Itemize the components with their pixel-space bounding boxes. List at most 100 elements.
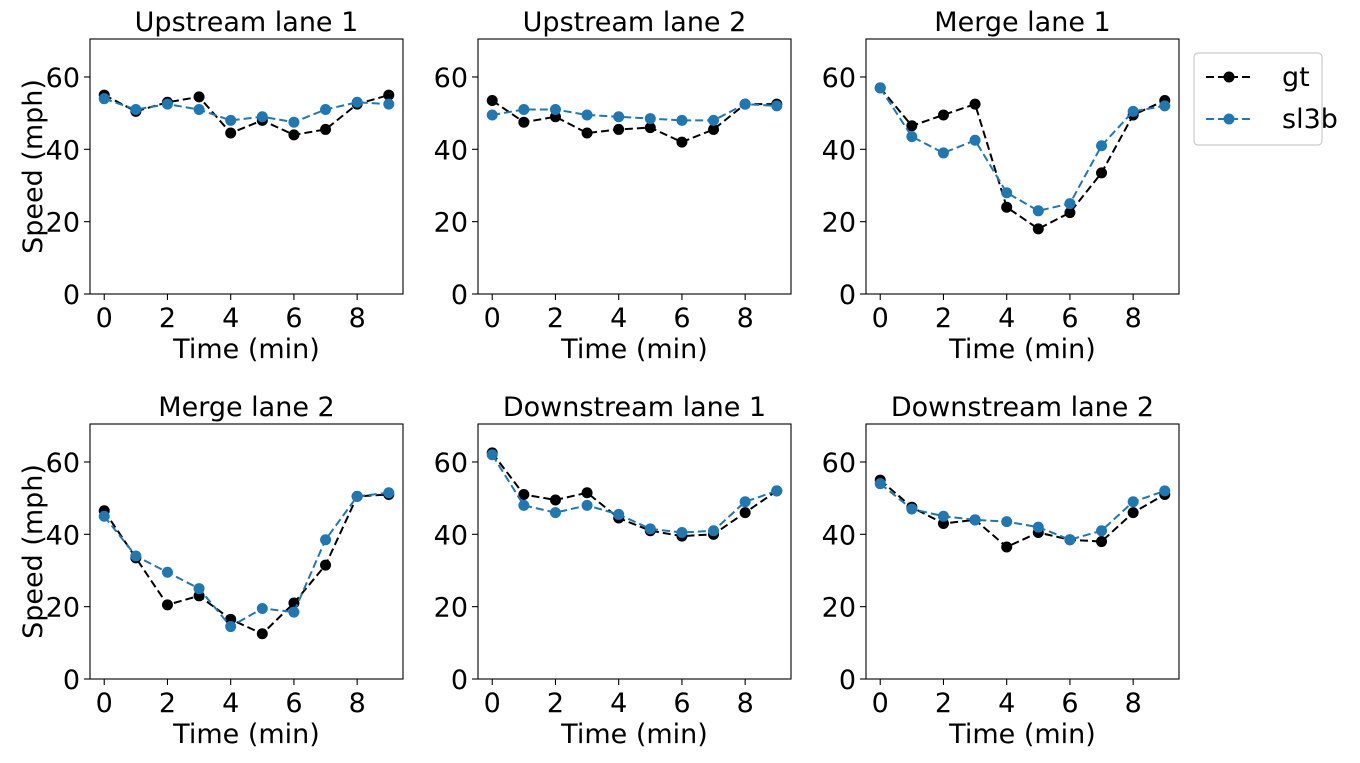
panel-downstream-lane-2-series-sl3b-line — [879, 482, 1166, 541]
panel-merge-lane-1-ytick-label-20: 20 — [822, 208, 856, 239]
panel-upstream-lane-1-ytick-label-60: 60 — [46, 63, 80, 94]
panel-merge-lane-1-series-gt-point-7 — [1096, 167, 1108, 179]
panel-merge-lane-1-series-gt-line — [879, 87, 1166, 231]
legend: gt sl3b — [1193, 52, 1338, 146]
panel-downstream-lane-1-series-sl3b-point-8 — [739, 496, 751, 508]
panel-merge-lane-2-series-sl3b-point-4 — [225, 621, 237, 633]
panel-upstream-lane-1-axes-frame — [89, 38, 404, 295]
legend-sl3b-label: sl3b — [1282, 104, 1338, 135]
panel-merge-lane-2-ytick-label-20: 20 — [46, 593, 80, 624]
panel-merge-lane-1-xtick-label-2: 2 — [935, 303, 952, 334]
panel-merge-lane-1-series-sl3b-point-7 — [1096, 140, 1108, 152]
panel-downstream-lane-2-series-sl3b-point-3 — [969, 514, 981, 526]
panel-merge-lane-1-series-sl3b-point-8 — [1127, 105, 1139, 117]
panel-upstream-lane-2-series-sl3b-point-9 — [771, 100, 783, 112]
panel-downstream-lane-2-series-sl3b-point-0 — [874, 478, 886, 490]
panel-merge-lane-1-series-gt-point-5 — [1032, 223, 1044, 235]
panel-downstream-lane-2-xtick-label-0: 0 — [872, 688, 889, 719]
panel-downstream-lane-2-xtick-label-8: 8 — [1125, 688, 1142, 719]
panel-upstream-lane-2-series-sl3b-point-8 — [739, 98, 751, 110]
panel-upstream-lane-1-xtick-label-8: 8 — [349, 303, 366, 334]
panel-downstream-lane-2-axes-frame — [865, 423, 1180, 680]
panel-upstream-lane-2-series-sl3b-point-5 — [644, 113, 656, 125]
panel-upstream-lane-2-series-gt-point-0 — [486, 94, 498, 106]
panel-merge-lane-2-ylabel: Speed (mph) — [18, 464, 49, 639]
panel-upstream-lane-1-series-sl3b-point-1 — [130, 104, 142, 116]
panel-merge-lane-2-series-gt-point-5 — [256, 628, 268, 640]
panel-downstream-lane-1-series-sl3b-point-2 — [549, 507, 561, 519]
panel-upstream-lane-1-xtick-label-2: 2 — [159, 303, 176, 334]
panel-merge-lane-2-xlabel: Time (min) — [172, 719, 320, 750]
panel-upstream-lane-2-xtick-label-4: 4 — [610, 303, 627, 334]
panel-upstream-lane-1-xtick-label-0: 0 — [96, 303, 113, 334]
panel-merge-lane-1-xtick-label-8: 8 — [1125, 303, 1142, 334]
panel-downstream-lane-1-series-gt-point-2 — [549, 494, 561, 506]
panel-downstream-lane-2-series-gt-point-4 — [1001, 541, 1013, 553]
panel-merge-lane-1-xlabel: Time (min) — [948, 334, 1096, 365]
panel-merge-lane-2-series-sl3b-point-0 — [98, 510, 110, 522]
panel-upstream-lane-1-series-sl3b-line — [103, 97, 389, 124]
panel-merge-lane-2-xtick-label-0: 0 — [96, 688, 113, 719]
panel-upstream-lane-1-series-sl3b-point-3 — [193, 104, 205, 116]
panel-downstream-lane-2-xtick-label-2: 2 — [935, 688, 952, 719]
panel-upstream-lane-2-title: Upstream lane 2 — [523, 7, 747, 38]
panel-merge-lane-1-axes-frame — [865, 38, 1180, 295]
panel-upstream-lane-2-xlabel: Time (min) — [560, 334, 708, 365]
panel-merge-lane-2-xtick-label-4: 4 — [222, 688, 239, 719]
legend-sl3b-marker — [1223, 113, 1235, 125]
panel-merge-lane-2-series-sl3b-point-6 — [288, 606, 300, 618]
panel-merge-lane-1-ytick-label-0: 0 — [839, 280, 856, 311]
panel-downstream-lane-1-axes-frame — [477, 423, 792, 680]
panel-merge-lane-1-title: Merge lane 1 — [934, 7, 1110, 38]
panel-merge-lane-2-series-sl3b-point-5 — [256, 602, 268, 614]
panel-upstream-lane-1-ytick-label-40: 40 — [46, 135, 80, 166]
panel-downstream-lane-1-series-sl3b-point-9 — [771, 485, 783, 497]
panel-merge-lane-1-series-gt-point-6 — [1064, 207, 1076, 219]
panel-upstream-lane-1-series-sl3b-point-2 — [161, 98, 173, 110]
panel-merge-lane-1-xtick-label-4: 4 — [998, 303, 1015, 334]
panel-merge-lane-2-series-sl3b-point-7 — [320, 534, 332, 546]
panel-merge-lane-2-series-gt-point-7 — [320, 559, 332, 571]
panel-downstream-lane-1-series-sl3b-point-1 — [518, 499, 530, 511]
panel-merge-lane-1-series-sl3b-point-6 — [1064, 198, 1076, 210]
panel-upstream-lane-1-series-sl3b-point-9 — [383, 98, 395, 110]
panel-downstream-lane-1-series-sl3b-point-3 — [581, 499, 593, 511]
panel-upstream-lane-1-series-gt-point-6 — [288, 129, 300, 141]
panel-downstream-lane-1-series-gt-point-1 — [518, 489, 530, 501]
panel-merge-lane-1-xtick-label-0: 0 — [872, 303, 889, 334]
panel-merge-lane-1-series-sl3b-point-9 — [1159, 100, 1171, 112]
panel-upstream-lane-2: Upstream lane 2 0 2 4 6 8 0 20 40 60 Time (min) — [434, 7, 792, 365]
panel-upstream-lane-1-series-sl3b-point-8 — [351, 96, 363, 108]
panel-upstream-lane-2-series-gt-point-3 — [581, 127, 593, 139]
panel-downstream-lane-1-series-sl3b-point-7 — [708, 525, 720, 537]
panel-upstream-lane-2-series-sl3b-line — [492, 103, 777, 122]
panel-downstream-lane-1-series-sl3b-point-6 — [676, 527, 688, 539]
panel-merge-lane-1-series-gt-point-3 — [969, 98, 981, 110]
panel-merge-lane-2-series-sl3b-point-1 — [130, 550, 142, 562]
panel-upstream-lane-1: Upstream lane 1 0 2 4 6 8 0 20 40 60 Time (min) Spe… — [18, 7, 404, 365]
panel-merge-lane-2-ytick-label-60: 60 — [46, 448, 80, 479]
panel-upstream-lane-2-series-gt-line — [491, 99, 777, 144]
panel-downstream-lane-1-series-sl3b-point-5 — [644, 523, 656, 535]
panel-downstream-lane-2-series-gt-line — [879, 479, 1166, 549]
panel-merge-lane-2-xtick-label-2: 2 — [159, 688, 176, 719]
panel-upstream-lane-2-ytick-label-20: 20 — [434, 208, 468, 239]
panel-downstream-lane-2-xlabel: Time (min) — [948, 719, 1096, 750]
panel-downstream-lane-2-title: Downstream lane 2 — [891, 392, 1154, 423]
panel-upstream-lane-2-axes-frame — [477, 38, 792, 295]
panel-upstream-lane-2-series-sl3b-point-0 — [486, 109, 498, 121]
panel-downstream-lane-1-xtick-label-2: 2 — [547, 688, 564, 719]
panel-downstream-lane-1-xlabel: Time (min) — [560, 719, 708, 750]
panel-merge-lane-2-xtick-label-6: 6 — [285, 688, 302, 719]
panel-merge-lane-1-series-sl3b-point-1 — [906, 131, 918, 143]
panel-merge-lane-2-series-sl3b-point-9 — [383, 487, 395, 499]
legend-gt-marker — [1223, 71, 1235, 83]
panel-upstream-lane-2-series-gt-point-4 — [613, 123, 625, 135]
panel-merge-lane-1-series-gt-point-2 — [937, 109, 949, 121]
panel-merge-lane-1-series-sl3b-point-2 — [937, 147, 949, 159]
panel-merge-lane-1-series-sl3b-point-3 — [969, 134, 981, 146]
panel-upstream-lane-1-series-gt-point-7 — [320, 123, 332, 135]
panel-merge-lane-2-series-sl3b-point-2 — [161, 566, 173, 578]
panel-merge-lane-1-ytick-label-40: 40 — [822, 135, 856, 166]
panel-upstream-lane-1-series-sl3b-point-4 — [225, 114, 237, 126]
